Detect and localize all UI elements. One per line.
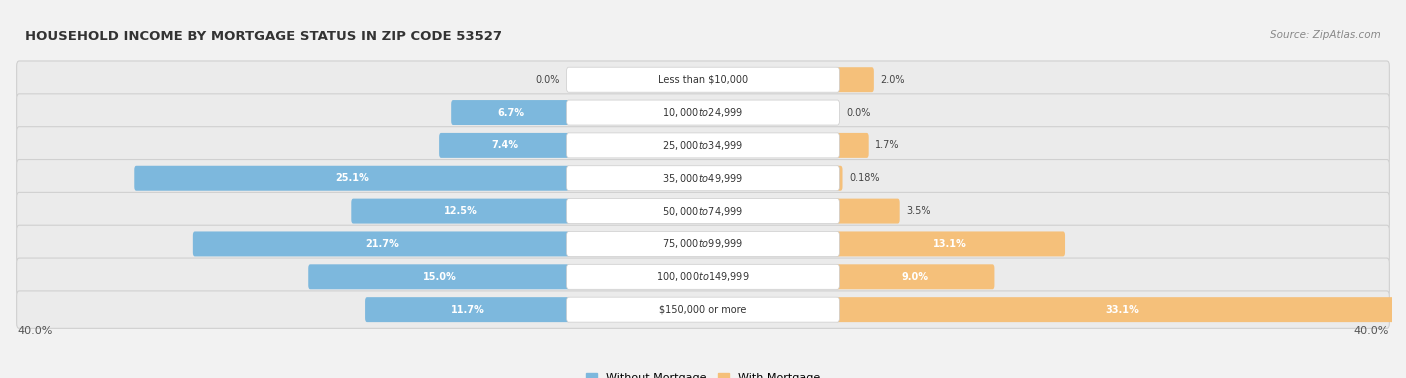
Text: Less than $10,000: Less than $10,000	[658, 75, 748, 85]
Text: 0.0%: 0.0%	[846, 108, 870, 118]
FancyBboxPatch shape	[567, 100, 839, 125]
FancyBboxPatch shape	[835, 297, 1406, 322]
FancyBboxPatch shape	[567, 231, 839, 256]
FancyBboxPatch shape	[835, 166, 842, 191]
Text: Source: ZipAtlas.com: Source: ZipAtlas.com	[1270, 30, 1381, 40]
FancyBboxPatch shape	[17, 61, 1389, 98]
Text: 15.0%: 15.0%	[423, 272, 457, 282]
FancyBboxPatch shape	[567, 166, 839, 191]
FancyBboxPatch shape	[567, 67, 839, 92]
FancyBboxPatch shape	[835, 198, 900, 223]
FancyBboxPatch shape	[17, 258, 1389, 296]
Text: 7.4%: 7.4%	[492, 140, 519, 150]
Text: 2.0%: 2.0%	[880, 75, 905, 85]
FancyBboxPatch shape	[835, 264, 994, 289]
FancyBboxPatch shape	[835, 67, 875, 92]
Text: 12.5%: 12.5%	[444, 206, 478, 216]
FancyBboxPatch shape	[193, 231, 571, 256]
Text: 1.7%: 1.7%	[875, 140, 900, 150]
FancyBboxPatch shape	[352, 198, 571, 223]
FancyBboxPatch shape	[17, 192, 1389, 230]
Text: 21.7%: 21.7%	[366, 239, 399, 249]
Text: $25,000 to $34,999: $25,000 to $34,999	[662, 139, 744, 152]
Text: 0.18%: 0.18%	[849, 173, 880, 183]
Text: 40.0%: 40.0%	[17, 326, 53, 336]
Text: 13.1%: 13.1%	[934, 239, 967, 249]
FancyBboxPatch shape	[308, 264, 571, 289]
Text: $150,000 or more: $150,000 or more	[659, 305, 747, 314]
Text: $35,000 to $49,999: $35,000 to $49,999	[662, 172, 744, 185]
FancyBboxPatch shape	[567, 133, 839, 158]
FancyBboxPatch shape	[17, 160, 1389, 197]
FancyBboxPatch shape	[439, 133, 571, 158]
Text: $75,000 to $99,999: $75,000 to $99,999	[662, 237, 744, 251]
Text: 25.1%: 25.1%	[336, 173, 370, 183]
FancyBboxPatch shape	[451, 100, 571, 125]
Text: 40.0%: 40.0%	[1353, 326, 1389, 336]
FancyBboxPatch shape	[835, 231, 1064, 256]
FancyBboxPatch shape	[567, 198, 839, 223]
Text: 0.0%: 0.0%	[536, 75, 560, 85]
FancyBboxPatch shape	[135, 166, 571, 191]
Text: $50,000 to $74,999: $50,000 to $74,999	[662, 204, 744, 218]
Text: 6.7%: 6.7%	[498, 108, 524, 118]
FancyBboxPatch shape	[366, 297, 571, 322]
Text: $10,000 to $24,999: $10,000 to $24,999	[662, 106, 744, 119]
FancyBboxPatch shape	[567, 297, 839, 322]
Text: 11.7%: 11.7%	[451, 305, 485, 314]
FancyBboxPatch shape	[567, 264, 839, 289]
Text: 33.1%: 33.1%	[1105, 305, 1139, 314]
Text: $100,000 to $149,999: $100,000 to $149,999	[657, 270, 749, 283]
FancyBboxPatch shape	[17, 127, 1389, 164]
FancyBboxPatch shape	[17, 291, 1389, 328]
FancyBboxPatch shape	[835, 133, 869, 158]
Text: 3.5%: 3.5%	[907, 206, 931, 216]
Legend: Without Mortgage, With Mortgage: Without Mortgage, With Mortgage	[582, 369, 824, 378]
Text: 9.0%: 9.0%	[901, 272, 928, 282]
Text: HOUSEHOLD INCOME BY MORTGAGE STATUS IN ZIP CODE 53527: HOUSEHOLD INCOME BY MORTGAGE STATUS IN Z…	[25, 30, 502, 43]
FancyBboxPatch shape	[17, 225, 1389, 263]
FancyBboxPatch shape	[17, 94, 1389, 131]
